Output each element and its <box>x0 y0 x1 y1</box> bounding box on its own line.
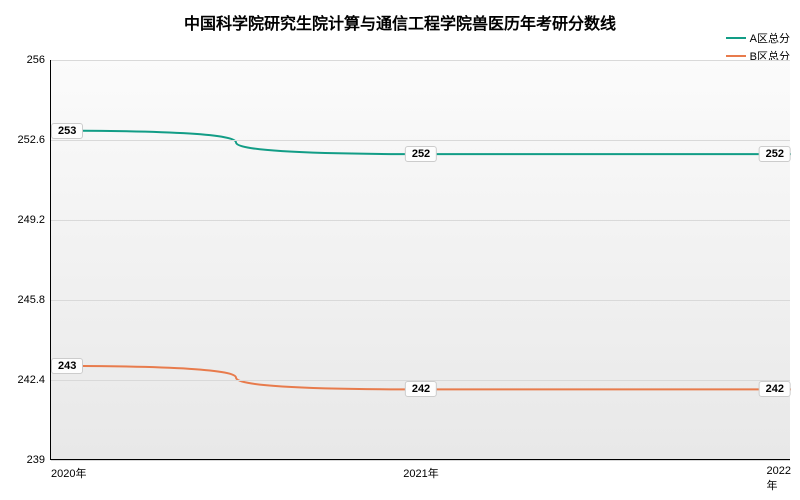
y-tick-label: 242.4 <box>17 374 51 386</box>
data-label: 242 <box>759 381 791 397</box>
chart-svg <box>51 60 791 460</box>
chart-container: 中国科学院研究生院计算与通信工程学院兽医历年考研分数线 A区总分 B区总分 23… <box>0 0 800 500</box>
y-tick-label: 256 <box>27 54 51 66</box>
data-label: 252 <box>759 146 791 162</box>
y-tick-label: 249.2 <box>17 214 51 226</box>
x-tick-label: 2020年 <box>51 459 86 481</box>
data-label: 252 <box>405 146 437 162</box>
plot-area: 239242.4245.8249.2252.62562020年2021年2022… <box>50 60 790 460</box>
legend-item-a: A区总分 <box>726 30 790 46</box>
legend-label-a: A区总分 <box>750 30 790 46</box>
data-label: 243 <box>51 358 83 374</box>
x-tick-label: 2022年 <box>767 459 791 493</box>
grid-line <box>51 300 790 301</box>
y-tick-label: 252.6 <box>17 134 51 146</box>
data-label: 253 <box>51 123 83 139</box>
grid-line <box>51 140 790 141</box>
legend-swatch-a <box>726 37 746 39</box>
data-label: 242 <box>405 381 437 397</box>
grid-line <box>51 60 790 61</box>
y-tick-label: 245.8 <box>17 294 51 306</box>
y-tick-label: 239 <box>27 454 51 466</box>
x-tick-label: 2021年 <box>403 459 438 481</box>
legend-swatch-b <box>726 55 746 57</box>
grid-line <box>51 220 790 221</box>
chart-title: 中国科学院研究生院计算与通信工程学院兽医历年考研分数线 <box>0 10 800 34</box>
